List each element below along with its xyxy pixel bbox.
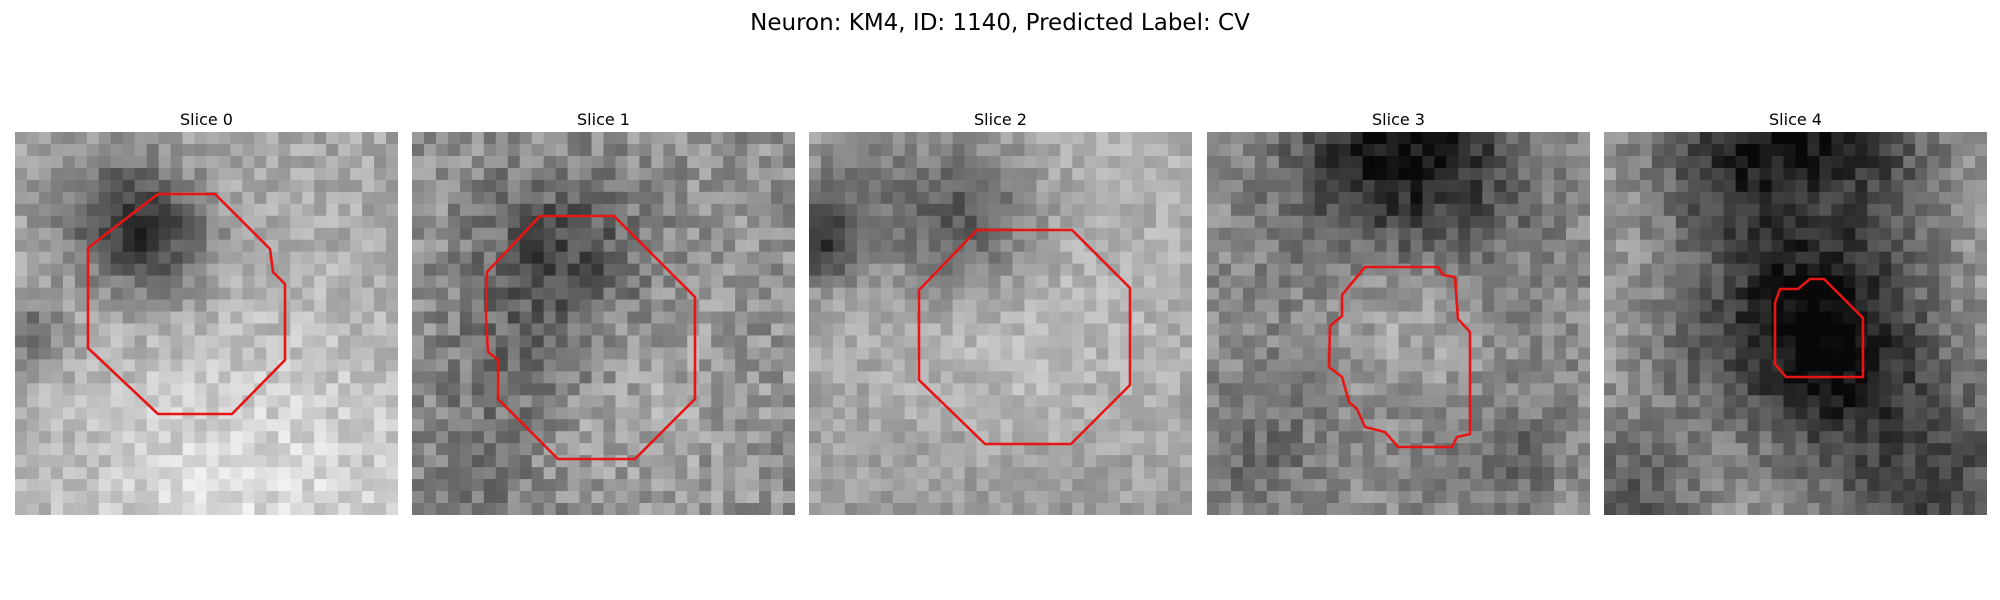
roi-contour [917,228,1132,446]
slice-image [1604,132,1987,515]
roi-contour [1327,265,1472,449]
roi-contour [484,214,697,461]
roi-contour [86,192,287,416]
slice-panel-0: Slice 0 [15,108,398,515]
slice-image [412,132,795,515]
slice-panel-2: Slice 2 [809,108,1192,515]
roi-contour [1773,277,1865,379]
slice-title: Slice 1 [577,110,630,129]
slice-title: Slice 3 [1372,110,1425,129]
slice-image [809,132,1192,515]
figure-title: Neuron: KM4, ID: 1140, Predicted Label: … [750,10,1250,36]
slice-title: Slice 0 [180,110,233,129]
slice-panel-1: Slice 1 [412,108,795,515]
slice-title: Slice 2 [974,110,1027,129]
slice-panel-3: Slice 3 [1207,108,1590,515]
slice-image [1207,132,1590,515]
slice-title: Slice 4 [1769,110,1822,129]
slice-panel-4: Slice 4 [1604,108,1987,515]
slice-image [15,132,398,515]
